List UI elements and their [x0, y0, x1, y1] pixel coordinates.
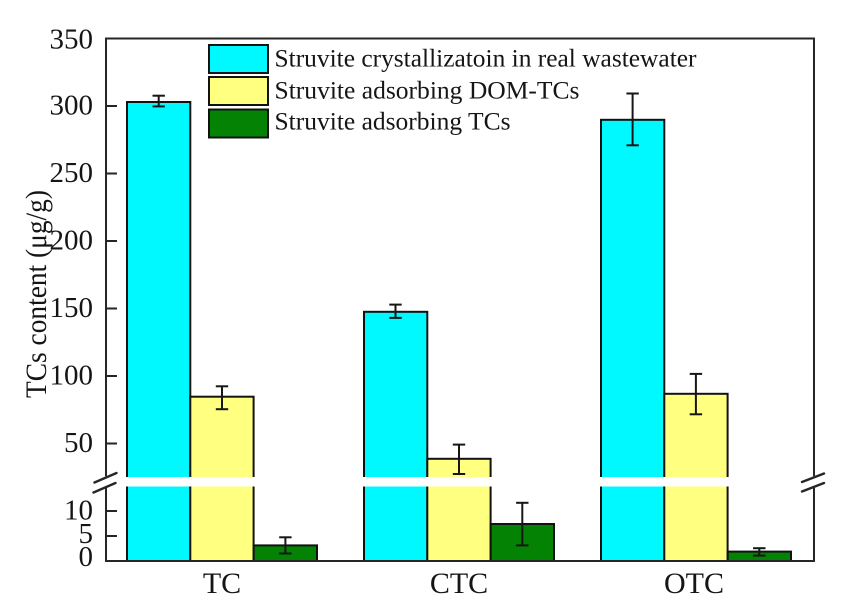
svg-text:OTC: OTC — [664, 567, 724, 600]
svg-text:300: 300 — [50, 89, 94, 121]
svg-text:150: 150 — [50, 292, 94, 324]
svg-text:100: 100 — [50, 359, 94, 391]
svg-text:0: 0 — [79, 541, 94, 573]
svg-text:TC: TC — [203, 567, 241, 600]
svg-text:Struvite crystallizatoin in re: Struvite crystallizatoin in real wastewa… — [275, 46, 698, 73]
svg-text:CTC: CTC — [430, 567, 488, 600]
svg-text:10: 10 — [64, 494, 93, 526]
svg-text:50: 50 — [64, 427, 93, 459]
svg-text:350: 350 — [50, 23, 94, 55]
svg-text:Struvite adsorbing DOM-TCs: Struvite adsorbing DOM-TCs — [275, 78, 580, 105]
svg-text:Struvite adsorbing TCs: Struvite adsorbing TCs — [275, 109, 511, 136]
svg-text:5: 5 — [79, 518, 94, 550]
svg-text:250: 250 — [50, 157, 94, 189]
svg-text:TCs content (μg/g): TCs content (μg/g) — [20, 190, 53, 398]
svg-text:200: 200 — [50, 224, 94, 256]
